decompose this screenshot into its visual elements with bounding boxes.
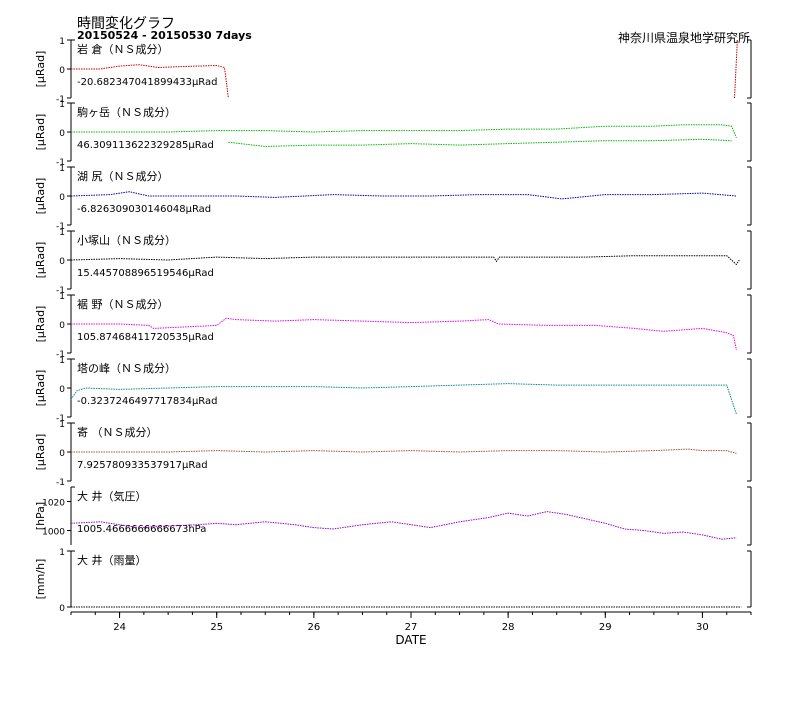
series-label: 小塚山（ＮＳ成分） (77, 234, 176, 247)
page-title: 時間変化グラフ (77, 16, 175, 32)
series-label: 塔の峰（ＮＳ成分） (77, 362, 176, 375)
y-tick-label: 1 (59, 356, 65, 366)
series-label: 寄 （ＮＳ成分） (77, 425, 158, 439)
x-tick-label: 28 (502, 622, 515, 633)
y-tick-label: 1 (59, 420, 65, 430)
y-tick-label: 0 (59, 257, 65, 267)
y-tick-label: 0 (59, 385, 65, 395)
series-line (71, 124, 737, 138)
series-value-label: -6.826309030146048μRad (77, 204, 211, 215)
y-tick-label: -1 (56, 350, 65, 360)
series-label: 大 井（雨量） (77, 553, 147, 567)
y-tick-label: 0 (59, 604, 65, 614)
y-tick-label: -1 (56, 158, 65, 168)
x-tick-label: 29 (599, 622, 612, 633)
series-line (71, 64, 229, 99)
series-value-label: 105.87468411720535μRad (77, 332, 214, 343)
y-axis-unit-label: [mm/h] (34, 559, 47, 600)
y-tick-label: 1 (59, 292, 65, 302)
y-tick-label: 1 (59, 228, 65, 238)
series-label: 岩 倉（ＮＳ成分） (77, 42, 169, 56)
x-tick-label: 26 (307, 622, 320, 633)
y-axis-unit-label: [μRad] (34, 51, 47, 88)
series-label: 駒ヶ岳（ＮＳ成分） (77, 106, 176, 119)
y-tick-label: 1 (59, 100, 65, 110)
y-tick-label: 0 (59, 449, 65, 459)
y-tick-label: -1 (56, 95, 65, 105)
y-axis-unit-label: [μRad] (34, 306, 47, 343)
series-line (70, 255, 740, 266)
x-tick-label: 30 (696, 622, 709, 633)
y-tick-label: 0 (59, 321, 65, 331)
y-axis-unit-label: [μRad] (34, 114, 47, 151)
series-line (70, 511, 737, 540)
y-axis-unit-label: [μRad] (34, 178, 47, 215)
y-axis-unit-label: [μRad] (34, 242, 47, 279)
page-subtitle: 20150524 - 20150530 7days (77, 29, 252, 42)
y-tick-label: -1 (56, 478, 65, 488)
series-line (70, 383, 737, 415)
y-tick-label: 1000 (42, 528, 65, 538)
series-line (70, 191, 737, 200)
y-axis-unit-label: [μRad] (34, 434, 47, 471)
series-line-secondary (228, 138, 732, 148)
organization-label: 神奈川県温泉地学研究所 (617, 31, 750, 45)
series-line (71, 317, 737, 351)
y-tick-label: -1 (56, 414, 65, 424)
series-value-label: -0.3237246497717834μRad (77, 396, 218, 407)
series-label: 湖 尻（ＮＳ成分） (77, 170, 169, 183)
x-tick-label: 24 (113, 622, 126, 633)
y-tick-label: 0 (59, 193, 65, 203)
series-value-label: 1005.4666666666673hPa (77, 524, 206, 535)
y-tick-label: 0 (59, 66, 65, 76)
series-value-label: 15.445708896519546μRad (77, 268, 214, 279)
series-label: 裾 野（ＮＳ成分） (77, 297, 169, 311)
y-tick-label: -1 (56, 222, 65, 232)
series-value-label: 46.309113622329285μRad (77, 140, 214, 151)
y-tick-label: -1 (56, 286, 65, 296)
series-value-label: 7.925780933537917μRad (77, 460, 208, 471)
y-tick-label: 1020 (42, 499, 65, 509)
y-axis-unit-label: [μRad] (34, 370, 47, 407)
series-value-label: -20.682347041899433μRad (77, 77, 218, 88)
series-label: 大 井（気圧） (77, 489, 147, 503)
y-axis-unit-label: [hPa] (34, 502, 47, 530)
y-tick-label: 1 (59, 164, 65, 174)
x-tick-label: 27 (405, 622, 418, 633)
series-line-secondary (734, 39, 738, 99)
x-axis-label: DATE (395, 633, 426, 647)
y-tick-label: 1 (59, 548, 65, 558)
y-tick-label: 0 (59, 129, 65, 139)
x-tick-label: 25 (210, 622, 223, 633)
series-line (71, 448, 737, 454)
y-tick-label: 1 (59, 37, 65, 47)
